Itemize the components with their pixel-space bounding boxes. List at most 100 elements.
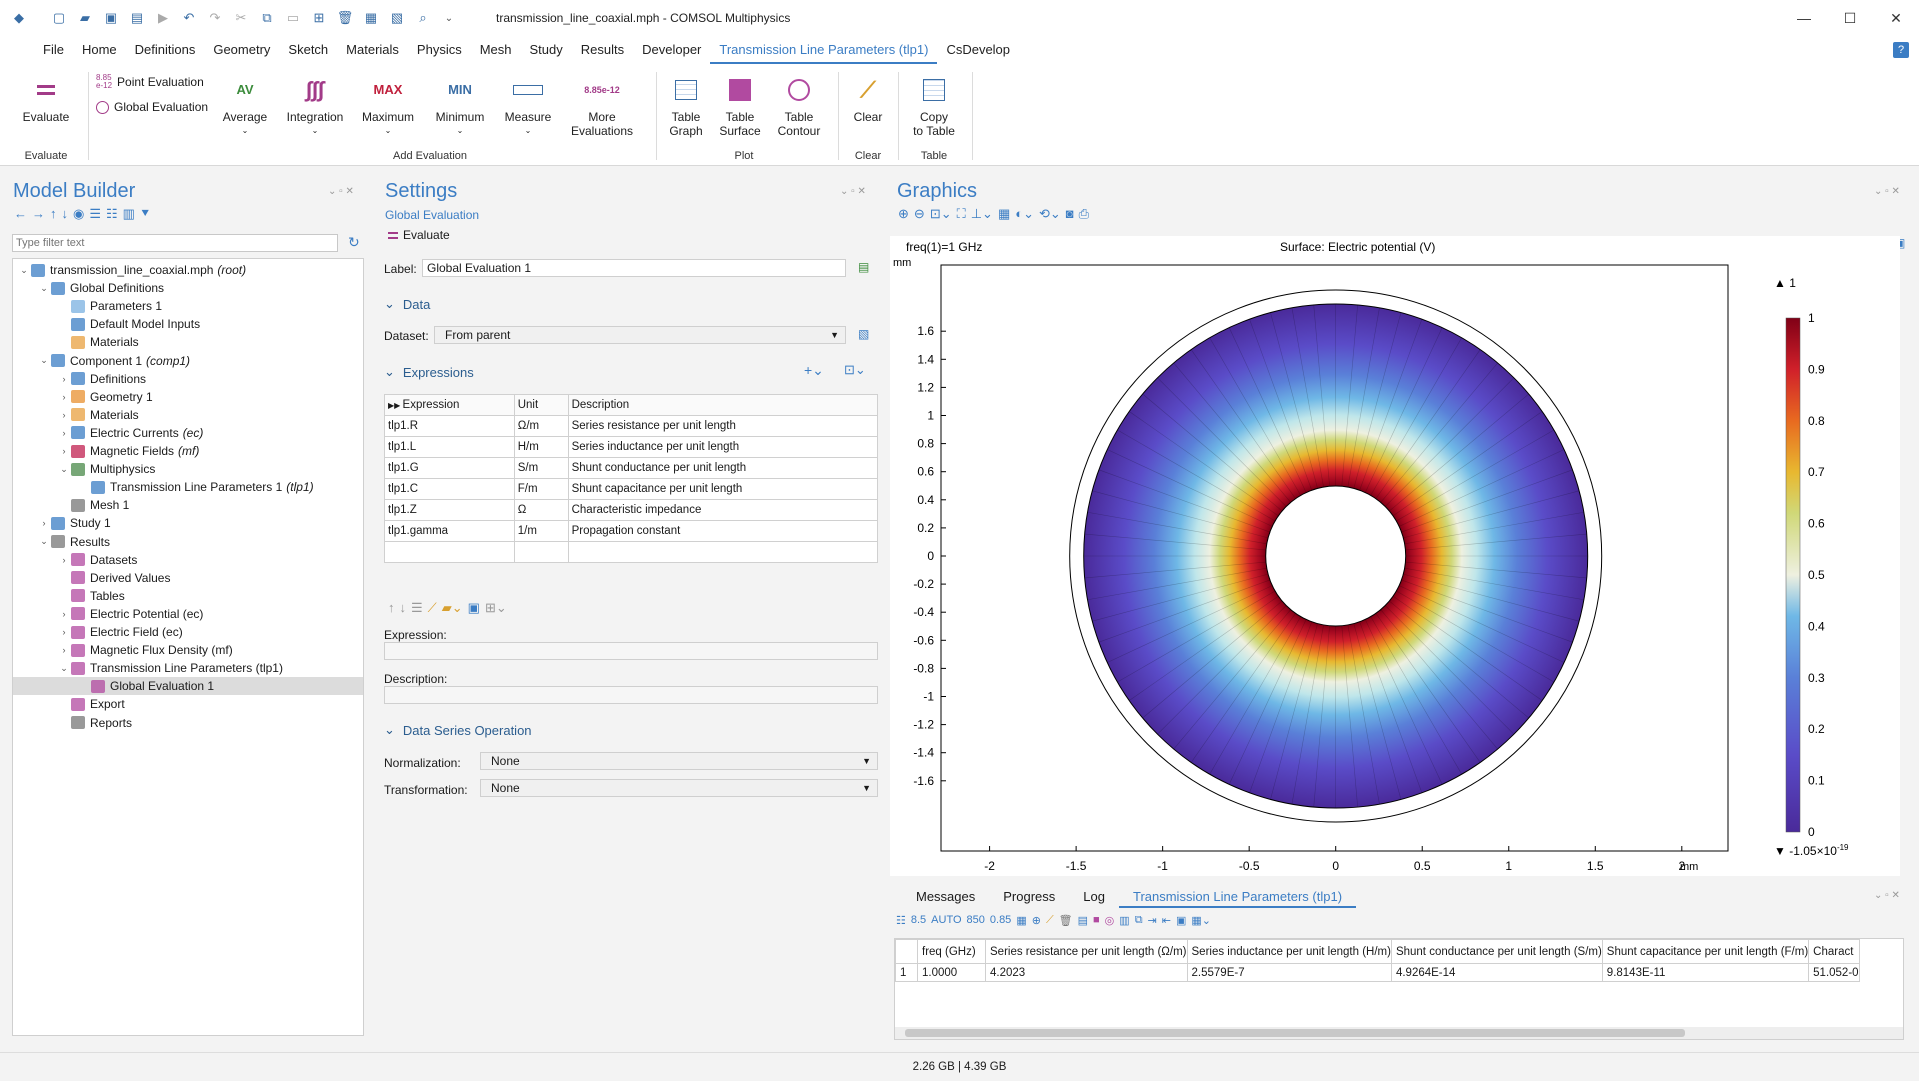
column-header[interactable]	[895, 939, 918, 964]
copy-to-table-button[interactable]: Copy to Table	[906, 70, 962, 138]
table-cell[interactable]: tlp1.Z	[384, 499, 515, 521]
grid-icon[interactable]: ▦	[997, 206, 1011, 221]
menu-materials[interactable]: Materials	[346, 42, 399, 57]
table-graph-icon[interactable]: ▤	[1077, 915, 1089, 927]
menu-home[interactable]: Home	[81, 42, 117, 57]
move-down-icon[interactable]: ↓	[61, 206, 69, 221]
tree-item[interactable]: ⌄ Results	[13, 533, 363, 551]
measure-button[interactable]: Measure ⌄	[500, 70, 556, 138]
tree-item[interactable]: › Electric Currents (ec)	[13, 424, 363, 442]
table-cell[interactable]: F/m	[513, 478, 569, 500]
table-cell[interactable]: 1/m	[513, 520, 569, 542]
cut-icon[interactable]: ✂	[235, 10, 247, 25]
maximize-button[interactable]: ☐	[1843, 9, 1857, 26]
tree-item[interactable]: Export	[13, 695, 363, 713]
duplicate-icon[interactable]: ⊞	[313, 10, 325, 25]
minimum-button[interactable]: MIN Minimum ⌄	[430, 70, 490, 138]
tree-item[interactable]: › Magnetic Fields (mf)	[13, 442, 363, 460]
clear-button[interactable]: ⟋ Clear	[846, 70, 890, 125]
tree-item[interactable]: Mesh 1	[13, 496, 363, 514]
chevron-down-icon[interactable]: ⌄	[20, 264, 28, 275]
table-cell[interactable]: 1	[895, 963, 918, 982]
expand-icon[interactable]: ☷	[106, 206, 118, 221]
app-icon[interactable]: ◆	[14, 10, 24, 25]
table-cell[interactable]: S/m	[513, 457, 569, 479]
description-input[interactable]	[384, 686, 878, 704]
list-icon[interactable]: ☰	[411, 600, 423, 615]
column-header[interactable]: Description	[567, 394, 879, 416]
collapse-icon[interactable]: ☰	[89, 206, 101, 221]
save-table-icon[interactable]: ▣	[1175, 915, 1187, 927]
panel-controls[interactable]: ⌄ ▫ ✕	[1874, 890, 1900, 901]
tree-item[interactable]: Materials	[13, 333, 363, 351]
tree-item[interactable]: Derived Values	[13, 569, 363, 587]
expression-row[interactable]: tlp1.gamma 1/m Propagation constant	[384, 520, 879, 542]
menu-developer[interactable]: Developer	[642, 42, 702, 57]
graphics-canvas[interactable]: freq(1)=1 GHz Surface: Electric potentia…	[890, 236, 1900, 876]
tree-item[interactable]: ⌄ transmission_line_coaxial.mph (root)	[13, 261, 363, 279]
customize-icon[interactable]: ⌄	[444, 12, 454, 24]
expression-row[interactable]: tlp1.C F/m Shunt capacitance per unit leng…	[384, 478, 879, 500]
chevron-down-icon[interactable]: ⌄	[40, 282, 48, 293]
more-evaluations-button[interactable]: 8.85 e-12 More Evaluations	[564, 70, 640, 138]
tab-messages[interactable]: Messages	[916, 889, 976, 904]
chevron-right-icon[interactable]: ›	[62, 373, 66, 384]
open-folder-icon[interactable]: ▰	[80, 10, 90, 25]
help-icon[interactable]: ?	[1893, 42, 1909, 58]
tab-log[interactable]: Log	[1083, 889, 1105, 904]
column-header[interactable]: Series resistance per unit length (Ω/m)	[985, 939, 1188, 964]
table-contour-icon[interactable]: ◎	[1104, 915, 1115, 927]
zoom-in-icon[interactable]: ⊕	[898, 206, 909, 221]
menu-results[interactable]: Results	[580, 42, 625, 57]
chevron-down-icon[interactable]: ⌄	[40, 536, 48, 546]
chevron-right-icon[interactable]: ›	[62, 627, 66, 637]
pin-icon[interactable]: ⯆	[139, 206, 151, 221]
load-from-file-icon[interactable]: ▰⌄	[441, 600, 463, 615]
engineering-icon[interactable]: 850	[966, 914, 985, 926]
minimize-button[interactable]: —	[1797, 10, 1811, 26]
transformation-select[interactable]: None ▼	[480, 779, 878, 797]
table-format-icon[interactable]: ☷	[896, 915, 906, 927]
compute-icon[interactable]: ▧	[390, 10, 404, 25]
table-cell[interactable]: Shunt conductance per unit length	[567, 457, 879, 479]
global-evaluation-button[interactable]: Global Evaluation	[96, 100, 208, 114]
column-header[interactable]: Shunt capacitance per unit length (F/m)	[1601, 939, 1810, 964]
undo-icon[interactable]: ↶	[183, 10, 195, 25]
zoom-box-icon[interactable]: ⊡⌄	[929, 206, 952, 221]
table-cell[interactable]: tlp1.R	[384, 415, 515, 437]
tree-item[interactable]: › Materials	[13, 406, 363, 424]
print-icon[interactable]: ⎙	[1078, 206, 1090, 221]
full-precision-icon[interactable]: 0.85	[989, 914, 1012, 926]
expression-row-empty[interactable]	[384, 541, 879, 563]
refresh-icon[interactable]: ↻	[348, 234, 360, 250]
menu-definitions[interactable]: Definitions	[134, 42, 196, 57]
range-icon[interactable]: ⊞⌄	[484, 600, 507, 615]
results-row[interactable]: 1 1.0000 4.2023 2.5579E-7 4.9264E-14 9.8143E-…	[895, 963, 1860, 982]
tree-item[interactable]: Default Model Inputs	[13, 315, 363, 333]
table-surface-icon[interactable]: ■	[1093, 914, 1100, 926]
table-graph-button[interactable]: Table Graph	[664, 70, 708, 138]
show-icon[interactable]: ◉	[73, 206, 85, 221]
export-icon[interactable]: ⇥	[1147, 915, 1157, 927]
data-series-operation-header[interactable]: ⌄ Data Series Operation	[384, 722, 532, 738]
add-expression-icon[interactable]: +⌄	[804, 362, 824, 378]
filter-input[interactable]	[12, 234, 338, 252]
table-cell[interactable]: Ω/m	[513, 415, 569, 437]
table-cell[interactable]: tlp1.C	[384, 478, 515, 500]
chevron-right-icon[interactable]: ›	[62, 608, 66, 619]
table-cell[interactable]: 4.2023	[985, 963, 1188, 982]
table-contour-button[interactable]: Table Contour	[774, 70, 824, 138]
tree-item[interactable]: Global Evaluation 1	[13, 677, 363, 696]
forward-icon[interactable]: →	[32, 206, 45, 221]
label-input[interactable]: Global Evaluation 1	[422, 259, 846, 277]
expression-row[interactable]: tlp1.L H/m Series inductance per unit leng…	[384, 436, 879, 458]
data-section-header[interactable]: ⌄ Data	[384, 296, 431, 312]
panel-controls[interactable]: ⌄ ▫ ✕	[328, 186, 354, 197]
horizontal-scrollbar[interactable]	[895, 1027, 1903, 1039]
maximum-button[interactable]: MAX Maximum ⌄	[358, 70, 418, 138]
save-to-file-icon[interactable]: ▣	[467, 600, 480, 615]
save-icon[interactable]: ▣	[104, 10, 118, 25]
table-cell[interactable]: 1.0000	[917, 963, 986, 982]
chevron-right-icon[interactable]: ›	[62, 554, 66, 565]
new-file-icon[interactable]: ▢	[52, 10, 66, 25]
